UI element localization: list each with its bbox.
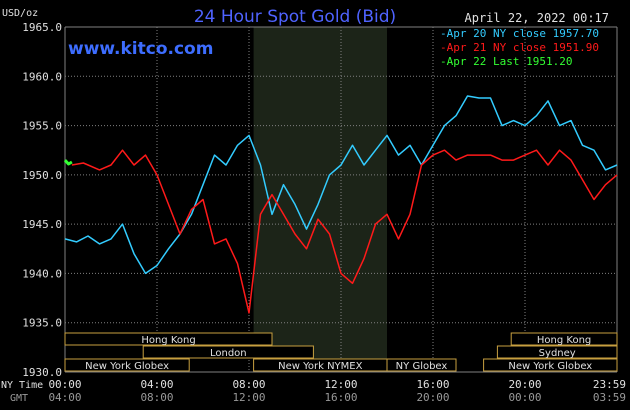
legend-entry: -Apr 21 NY close 1951.90 <box>440 41 599 54</box>
series-line-0 <box>64 95 618 275</box>
y-tick-label: 1955.0 <box>22 120 62 133</box>
x-tick-label-gmt: 03:59 <box>593 391 626 404</box>
y-tick-label: 1945.0 <box>22 218 62 231</box>
y-tick-label: 1935.0 <box>22 317 62 330</box>
session-label: London <box>210 348 247 359</box>
session-label: New York NYMEX <box>278 361 363 372</box>
watermark: www.kitco.com <box>68 39 213 59</box>
x-tick-label-gmt: 04:00 <box>48 391 81 404</box>
legend-entry: -Apr 22 Last 1951.20 <box>440 55 572 68</box>
x-tick-label-gmt: 08:00 <box>140 391 173 404</box>
session-label: New York Globex <box>85 361 169 372</box>
session-label: Sydney <box>539 348 576 359</box>
y-tick-label: 1965.0 <box>22 21 62 34</box>
chart-title: 24 Hour Spot Gold (Bid) <box>194 7 396 27</box>
gmt-row-label: GMT <box>10 393 28 404</box>
session-label: NY Globex <box>396 361 448 372</box>
session-bar <box>483 358 618 372</box>
y-axis-label: USD/oz <box>2 8 38 19</box>
series-line-2 <box>63 159 73 166</box>
x-tick-label-ny: 08:00 <box>232 378 265 391</box>
session-bar <box>510 332 618 346</box>
session-bar <box>64 332 273 346</box>
x-tick-label-gmt: 16:00 <box>324 391 357 404</box>
session-label: Hong Kong <box>537 335 591 346</box>
session-bar <box>64 358 190 372</box>
legend-entry: -Apr 20 NY close 1957.70 <box>440 27 599 40</box>
x-tick-label-gmt: 12:00 <box>232 391 265 404</box>
ny-time-row-label: NY Time <box>1 380 43 391</box>
x-tick-label-ny: 23:59 <box>593 378 626 391</box>
y-tick-label: 1930.0 <box>22 366 62 379</box>
legend: -Apr 20 NY close 1957.70-Apr 21 NY close… <box>440 27 599 68</box>
x-tick-label-ny: 20:00 <box>508 378 541 391</box>
x-tick-label-ny: 00:00 <box>48 378 81 391</box>
y-tick-label: 1950.0 <box>22 169 62 182</box>
session-bar <box>496 345 618 359</box>
y-tick-label: 1960.0 <box>22 70 62 83</box>
session-bar <box>386 358 457 372</box>
y-tick-label: 1940.0 <box>22 267 62 280</box>
date-label: April 22, 2022 00:17 <box>465 11 610 25</box>
x-tick-label-ny: 12:00 <box>324 378 357 391</box>
x-tick-label-gmt: 00:00 <box>508 391 541 404</box>
series-line-1 <box>71 149 618 314</box>
x-tick-label-gmt: 20:00 <box>416 391 449 404</box>
session-bar <box>142 345 314 359</box>
session-label: New York Globex <box>508 361 592 372</box>
x-tick-label-ny: 04:00 <box>140 378 173 391</box>
x-tick-label-ny: 16:00 <box>416 378 449 391</box>
session-label: Hong Kong <box>141 335 195 346</box>
